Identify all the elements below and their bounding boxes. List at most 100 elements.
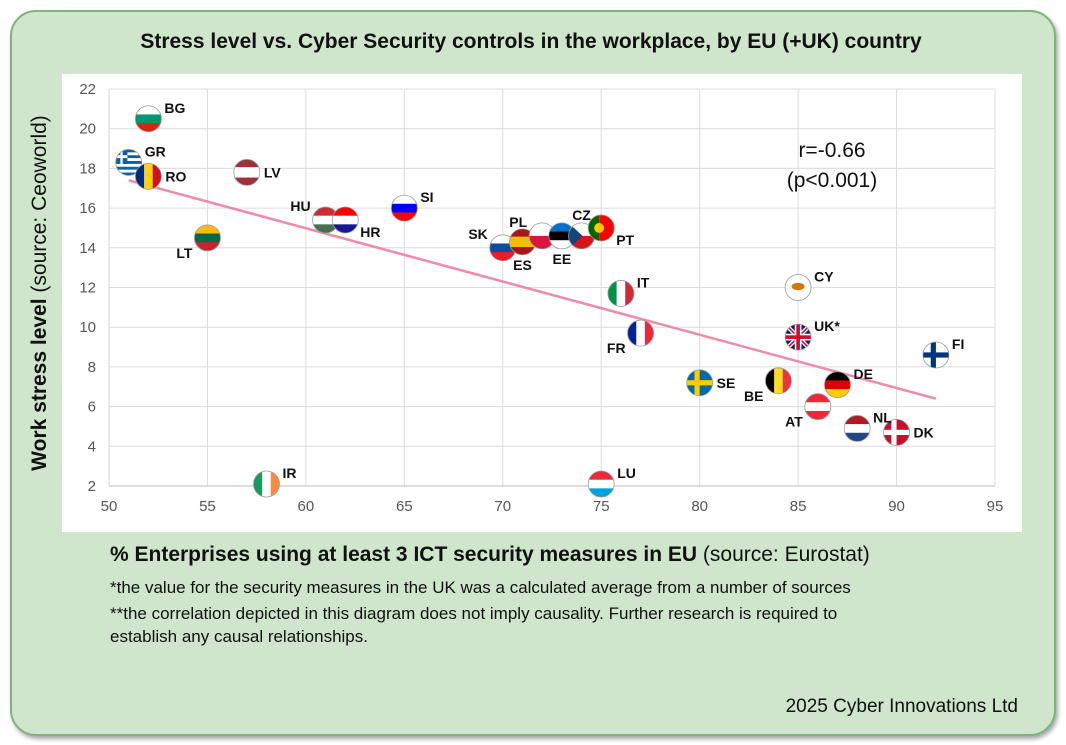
flag-point-outline [784,323,812,351]
point-label-bg: BG [164,100,185,116]
point-label-nl: NL [873,409,892,425]
point-label-dk: DK [914,424,934,440]
flag-point-outline [390,194,418,222]
point-label-se: SE [717,375,736,391]
chart-title: Stress level vs. Cyber Security controls… [140,30,922,53]
x-tick-label: 95 [987,498,1004,515]
flag-point-outline [824,371,851,399]
y-tick-label: 8 [88,359,96,376]
y-tick-label: 10 [79,319,96,336]
flag-point-outline [765,367,792,395]
point-label-lt: LT [176,245,193,261]
flag-point-outline [233,158,261,186]
flag-point-outline [134,105,162,133]
flag-point-ee [548,222,575,249]
point-label-pl: PL [509,214,527,230]
x-axis-label-bold: % Enterprises using at least 3 ICT secur… [110,543,698,566]
x-tick-label: 85 [790,498,807,515]
trendline-group [128,179,937,400]
point-label-fi: FI [952,336,964,352]
flag-point-cy [785,274,812,301]
y-tick-label: 22 [79,81,96,98]
point-label-be: BE [744,388,763,404]
point-label-de: DE [853,366,872,382]
flag-point-de [824,371,851,398]
credit: 2025 Cyber Innovations Ltd [785,696,1018,717]
flag-point-be [765,367,792,394]
flag-point-nl [844,415,871,442]
x-tick-label: 70 [494,498,511,515]
flag-point-outline [253,470,280,498]
data-points [115,105,950,498]
y-axis-label-bold: Work stress level [28,298,51,471]
point-label-es: ES [513,257,532,273]
x-tick-label: 55 [199,498,216,515]
point-label-si: SI [420,189,433,205]
flag-point-bg [135,105,162,132]
x-tick-label: 90 [888,498,905,515]
y-tick-label: 14 [79,240,96,257]
flag-point-dk [883,419,910,446]
flag-point-outline [607,280,635,307]
y-axis-label: Work stress level (source: Ceoworld) [28,115,52,471]
note-uk: *the value for the security measures in … [110,578,851,597]
flag-point-outline [194,224,221,252]
point-label-cy: CY [814,269,834,285]
flag-point-lu [588,471,615,498]
y-tick-label: 20 [79,121,96,138]
flag-point-outline [134,162,162,190]
flag-point-se [686,369,713,396]
flag-point-at [804,393,831,420]
point-label-cz: CZ [572,207,591,223]
flag-point-outline [331,206,359,234]
note-correlation-cont: establish any causal relationships. [110,627,368,646]
x-tick-label: 60 [298,498,315,515]
point-label-hu: HU [290,198,310,214]
point-labels: BG GR RO LV LT HU HR SI SK ES PL EE CZ PT IT FR CY UK* FI S… [145,100,965,481]
y-tick-label: 12 [79,280,96,297]
correlation-p: (p<0.001) [787,169,877,192]
flag-point-outline [627,319,654,347]
y-tick-label: 16 [79,200,96,217]
point-label-ir: IR [283,465,297,481]
point-label-ro: RO [165,168,186,184]
point-label-lu: LU [617,465,636,481]
x-axis-label-source: (source: Eurostat) [697,543,870,566]
flag-point-outline [587,214,615,242]
flag-point-si [391,195,418,222]
point-label-sk: SK [468,226,487,242]
flag-point-uk [785,324,812,351]
flag-point-sk [489,234,516,261]
y-tick-label: 6 [88,399,96,416]
tick-labels: 50 55 60 65 70 75 80 85 90 95 2 4 6 8 10 12 14 16 18 20 22 [79,81,1003,515]
flag-point-gr [115,149,142,176]
point-label-hr: HR [360,224,380,240]
flag-point-pl [529,222,556,249]
x-tick-label: 75 [593,498,610,515]
point-label-fr: FR [607,340,626,356]
point-label-at: AT [785,414,803,430]
point-label-ee: EE [553,251,572,267]
flag-point-it [607,280,634,307]
x-tick-label: 50 [101,498,118,515]
trendline [128,179,937,400]
point-label-gr: GR [145,143,166,159]
grid-lines [108,88,996,487]
flag-point-outline [686,369,714,397]
flag-point-lt [194,224,221,251]
flag-point-outline [115,149,143,176]
correlation-r: r=-0.66 [798,139,865,162]
plot-area: BG GR RO LV LT HU HR SI SK ES PL EE CZ PT IT FR CY UK* FI S… [62,74,1022,532]
note-correlation: **the correlation depicted in this diagr… [110,604,838,623]
y-tick-label: 2 [88,478,96,495]
flag-point-outline [922,341,950,369]
x-axis-label: % Enterprises using at least 3 ICT secur… [110,543,870,567]
flag-point-outline [784,274,812,301]
x-tick-label: 65 [396,498,413,515]
flag-point-outline [883,419,910,446]
flag-point-hu [312,207,339,234]
flag-point-fi [922,341,949,368]
scatter-chart: BG GR RO LV LT HU HR SI SK ES PL EE CZ PT IT FR CY UK* FI S… [79,81,1003,515]
point-label-it: IT [637,274,650,290]
flag-point-lv [233,159,260,186]
